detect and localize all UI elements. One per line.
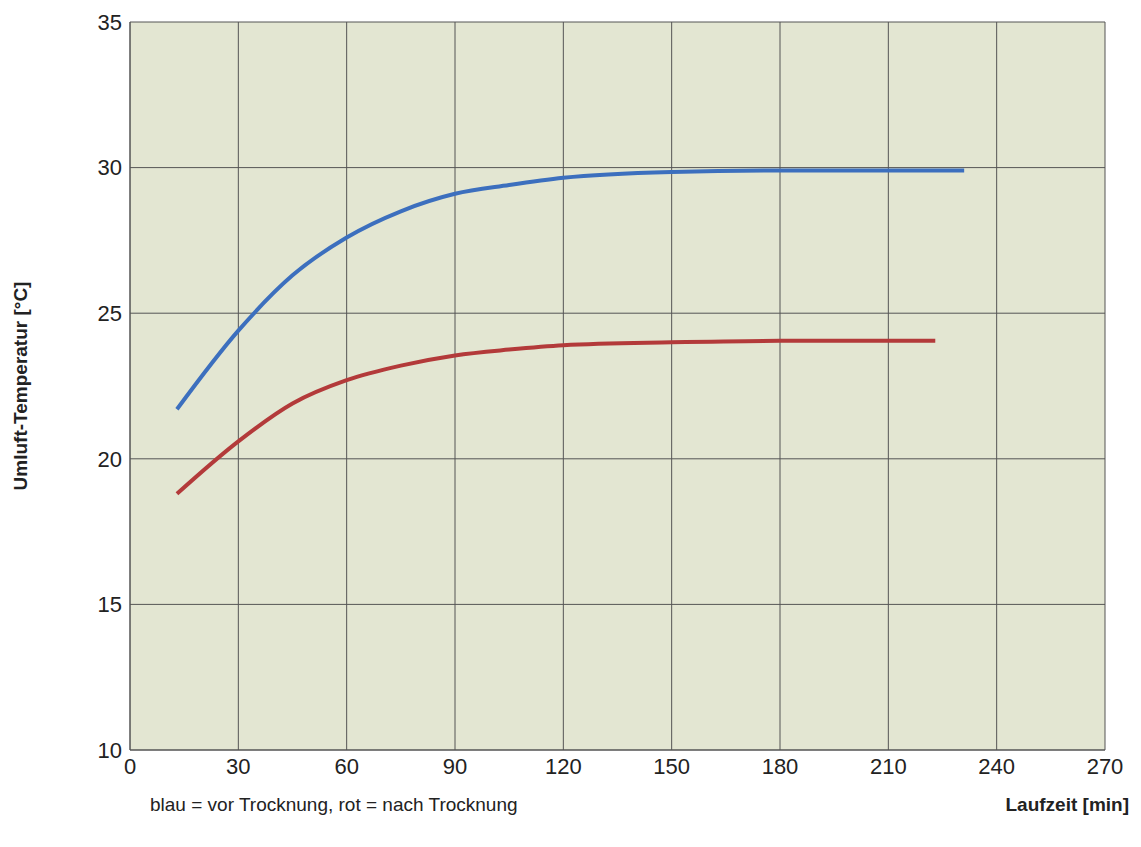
html-text:Laufzeit [min]: Laufzeit [min]: [1005, 794, 1129, 815]
svg-text:15: 15: [98, 592, 122, 617]
svg-text:120: 120: [545, 754, 582, 779]
svg-text:90: 90: [443, 754, 467, 779]
svg-text:10: 10: [98, 738, 122, 763]
svg-text:60: 60: [334, 754, 358, 779]
svg-text:240: 240: [978, 754, 1015, 779]
html-text:blau = vor Trocknung, rot = na: blau = vor Trocknung, rot = nach Trocknu…: [150, 794, 518, 815]
svg-text:180: 180: [762, 754, 799, 779]
svg-text:25: 25: [98, 301, 122, 326]
svg-text:30: 30: [98, 155, 122, 180]
svg-text:0: 0: [124, 754, 136, 779]
svg-text:Umluft-Temperatur [°C]: Umluft-Temperatur [°C]: [10, 282, 31, 491]
svg-text:20: 20: [98, 447, 122, 472]
svg-text:35: 35: [98, 10, 122, 35]
svg-text:210: 210: [870, 754, 907, 779]
svg-text:30: 30: [226, 754, 250, 779]
svg-text:150: 150: [653, 754, 690, 779]
svg-text:270: 270: [1087, 754, 1124, 779]
